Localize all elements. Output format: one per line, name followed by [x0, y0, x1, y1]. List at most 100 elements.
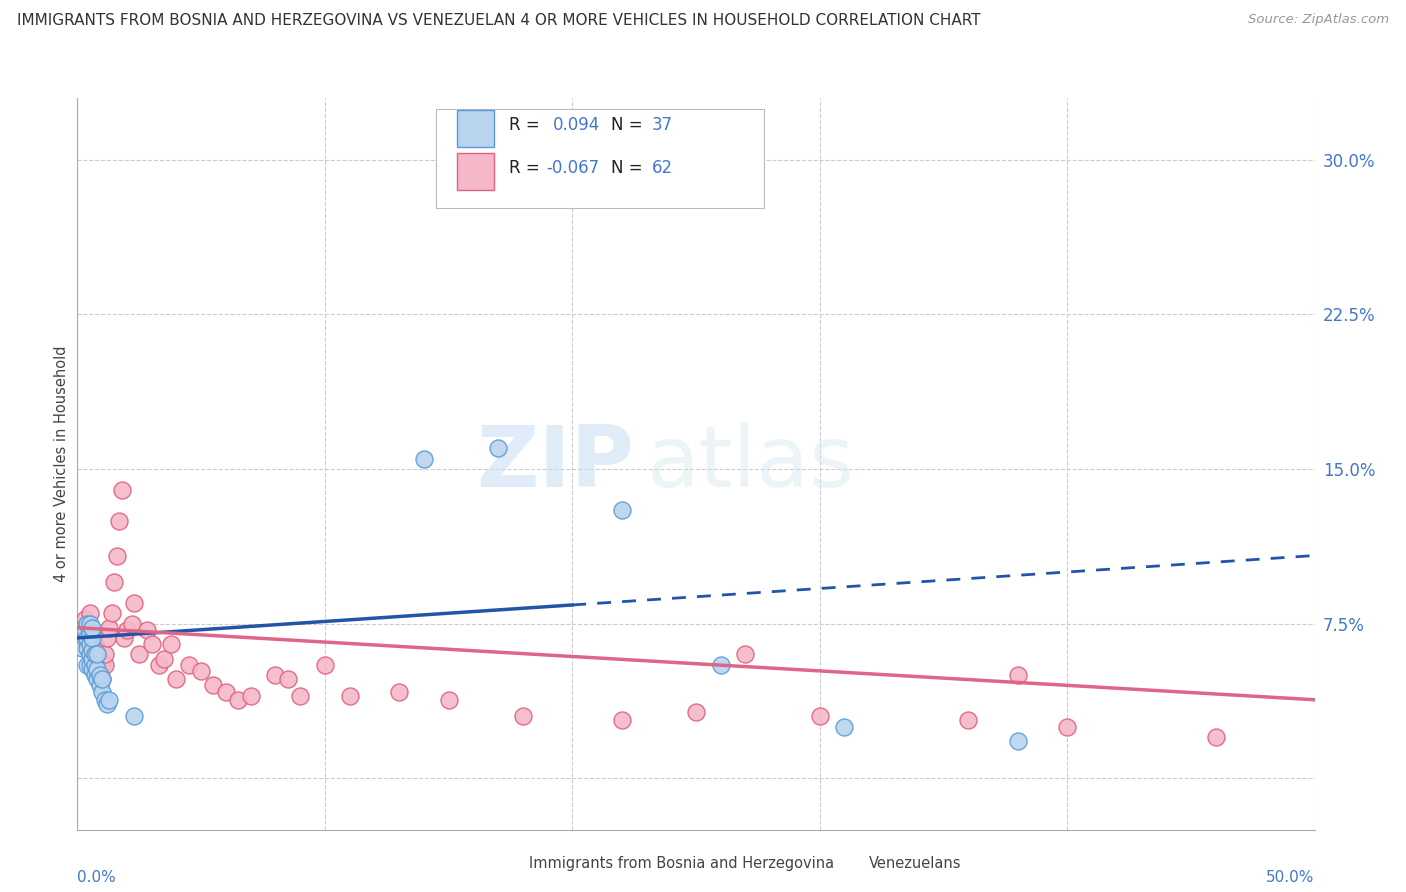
Point: [834, 720, 856, 734]
Point: [710, 657, 733, 672]
Point: [685, 705, 707, 719]
FancyBboxPatch shape: [457, 153, 495, 190]
Point: [91, 684, 114, 698]
Y-axis label: 4 or more Vehicles in Household: 4 or more Vehicles in Household: [53, 345, 69, 582]
Point: [73, 631, 96, 645]
Point: [83, 657, 105, 672]
Point: [105, 549, 128, 563]
Point: [86, 648, 108, 662]
Point: [72, 641, 94, 656]
Point: [734, 648, 756, 662]
Point: [79, 623, 101, 637]
Point: [264, 668, 287, 682]
Point: [98, 692, 121, 706]
Point: [122, 709, 145, 723]
Point: [103, 575, 125, 590]
Point: [83, 651, 105, 665]
Point: [1007, 668, 1029, 682]
Text: R =: R =: [509, 116, 546, 134]
Point: [79, 637, 101, 651]
Point: [76, 657, 98, 672]
Point: [153, 651, 176, 665]
Point: [1007, 734, 1029, 748]
Point: [79, 648, 101, 662]
Point: [72, 637, 94, 651]
Point: [82, 643, 104, 657]
Text: IMMIGRANTS FROM BOSNIA AND HERZEGOVINA VS VENEZUELAN 4 OR MORE VEHICLES IN HOUSE: IMMIGRANTS FROM BOSNIA AND HERZEGOVINA V…: [17, 13, 980, 29]
Point: [288, 689, 311, 703]
Point: [101, 606, 124, 620]
Text: -0.067: -0.067: [547, 159, 599, 177]
Point: [226, 692, 249, 706]
Text: 0.094: 0.094: [553, 116, 600, 134]
Text: 37: 37: [651, 116, 672, 134]
Point: [86, 662, 108, 676]
Text: Immigrants from Bosnia and Herzegovina: Immigrants from Bosnia and Herzegovina: [529, 856, 834, 871]
Point: [388, 684, 411, 698]
Point: [339, 689, 361, 703]
Point: [73, 623, 96, 637]
Text: R =: R =: [509, 159, 546, 177]
FancyBboxPatch shape: [485, 849, 520, 877]
Text: 0.0%: 0.0%: [77, 870, 117, 885]
Point: [122, 596, 145, 610]
Point: [76, 616, 98, 631]
Point: [610, 714, 633, 728]
Point: [437, 692, 460, 706]
Point: [808, 709, 831, 723]
Point: [121, 616, 143, 631]
Point: [96, 697, 118, 711]
Point: [82, 651, 104, 665]
Point: [73, 612, 96, 626]
Point: [73, 627, 96, 641]
Point: [83, 668, 105, 682]
Text: Venezuelans: Venezuelans: [869, 856, 962, 871]
Point: [82, 621, 104, 635]
Point: [128, 648, 150, 662]
Point: [86, 657, 108, 672]
Point: [89, 668, 111, 682]
Point: [76, 631, 98, 645]
Point: [83, 648, 105, 662]
Point: [412, 451, 434, 466]
Point: [512, 709, 534, 723]
Point: [165, 672, 187, 686]
Text: N =: N =: [610, 116, 648, 134]
Point: [76, 631, 98, 645]
Point: [93, 692, 115, 706]
Point: [89, 668, 111, 682]
Point: [1056, 720, 1078, 734]
Point: [93, 657, 115, 672]
Point: [82, 627, 104, 641]
Text: ZIP: ZIP: [477, 422, 634, 506]
Point: [486, 442, 509, 456]
Point: [108, 514, 131, 528]
Point: [91, 672, 114, 686]
Text: 50.0%: 50.0%: [1267, 870, 1315, 885]
Point: [98, 621, 121, 635]
Point: [89, 678, 111, 692]
FancyBboxPatch shape: [457, 110, 495, 146]
Point: [239, 689, 262, 703]
Text: Source: ZipAtlas.com: Source: ZipAtlas.com: [1249, 13, 1389, 27]
Point: [79, 616, 101, 631]
Point: [91, 657, 114, 672]
Point: [76, 641, 98, 656]
Text: atlas: atlas: [647, 422, 855, 506]
Point: [82, 648, 104, 662]
Point: [96, 631, 118, 645]
Point: [610, 503, 633, 517]
Point: [79, 657, 101, 672]
Point: [79, 606, 101, 620]
Point: [1205, 730, 1227, 744]
Point: [190, 664, 212, 678]
Point: [83, 637, 105, 651]
FancyBboxPatch shape: [436, 109, 763, 208]
Point: [957, 714, 980, 728]
Point: [89, 651, 111, 665]
Text: 62: 62: [651, 159, 672, 177]
Point: [177, 657, 200, 672]
Point: [314, 657, 336, 672]
Point: [91, 672, 114, 686]
FancyBboxPatch shape: [825, 849, 860, 877]
